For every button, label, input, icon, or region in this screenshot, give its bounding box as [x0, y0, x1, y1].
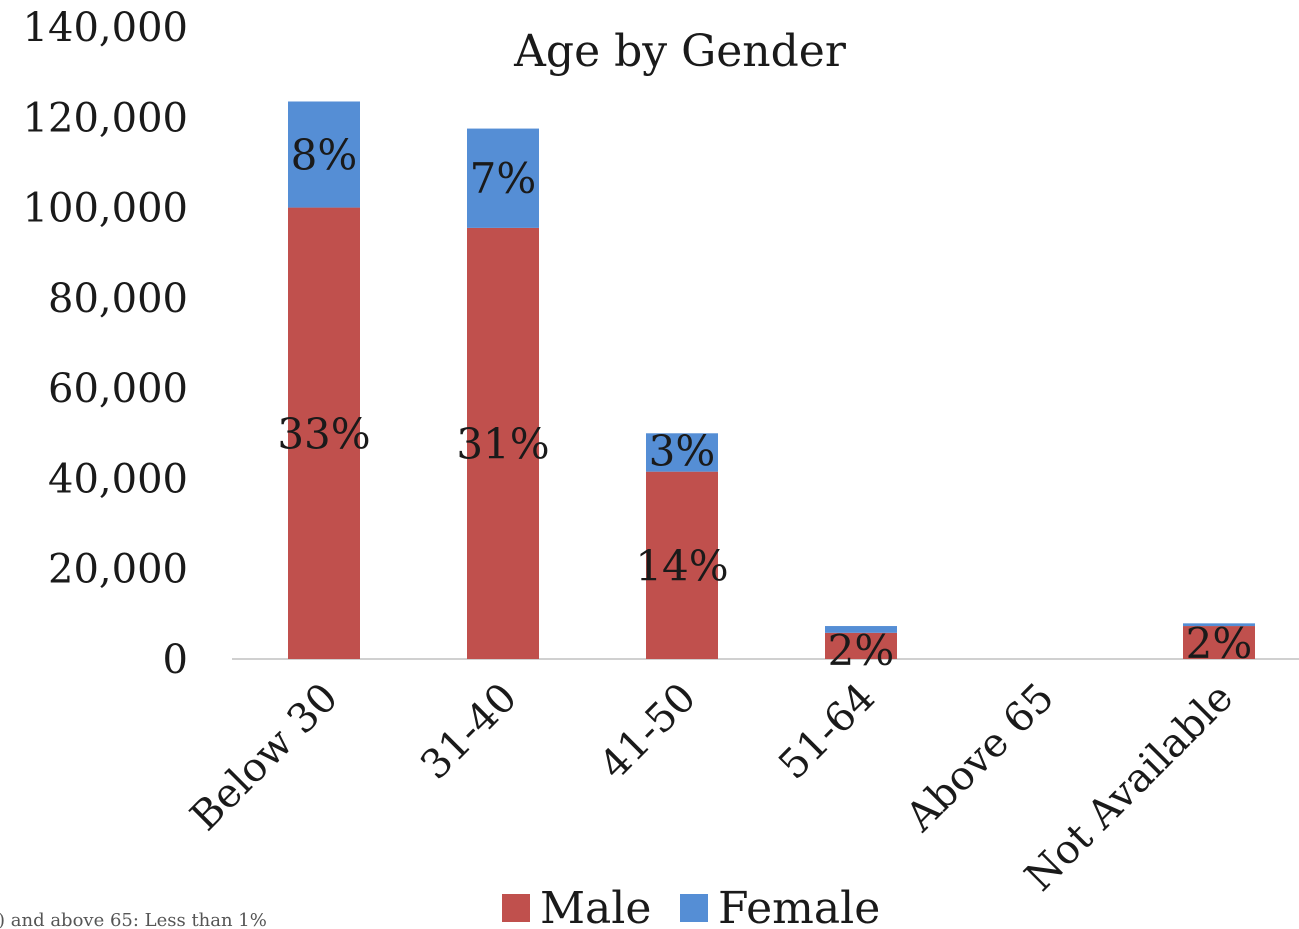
bar-female	[467, 128, 539, 228]
y-tick-label: 40,000	[48, 456, 188, 502]
bar-male	[646, 471, 718, 659]
bar-male	[825, 632, 897, 659]
bar-male	[1183, 626, 1255, 659]
data-labels: 33% 8% 31% 7% 14% 3% 2% 2%	[277, 131, 1252, 675]
bar-female	[825, 626, 897, 633]
data-label-male: 31%	[456, 419, 549, 468]
chart-title: Age by Gender	[513, 26, 847, 77]
bar-male	[467, 227, 539, 659]
data-label-male: 14%	[635, 541, 728, 590]
legend: Male Female	[502, 883, 880, 929]
y-tick-label: 140,000	[23, 5, 188, 51]
y-tick-label: 120,000	[23, 95, 188, 141]
x-tick-label: Above 65	[897, 675, 1064, 842]
legend-swatch-female	[680, 894, 708, 922]
x-tick-label: 31-40	[412, 675, 526, 789]
legend-label-male: Male	[540, 883, 651, 929]
y-axis: 0 20,000 40,000 60,000 80,000 100,000 120,000 1…	[23, 5, 188, 683]
y-tick-label: 60,000	[48, 366, 188, 412]
bars	[288, 101, 1255, 660]
data-label-male: 33%	[277, 409, 370, 458]
data-label-female: 3%	[649, 426, 716, 475]
legend-swatch-male	[502, 894, 530, 922]
data-label-female: 8%	[291, 131, 358, 180]
y-tick-label: 20,000	[48, 547, 188, 593]
x-tick-label: 51-64	[770, 675, 884, 789]
bar-female	[288, 101, 360, 208]
bar-female	[646, 433, 718, 472]
bar-male	[288, 207, 360, 660]
data-label-female: 7%	[470, 154, 537, 203]
y-tick-label: 100,000	[23, 186, 188, 232]
y-tick-label: 80,000	[48, 276, 188, 322]
data-label-male: 2%	[828, 626, 895, 675]
y-tick-label: 0	[163, 637, 188, 683]
x-tick-label: 41-50	[591, 675, 705, 789]
bar-female	[1183, 623, 1255, 627]
data-label-male: 2%	[1186, 619, 1253, 668]
footnote: ) and above 65: Less than 1%	[0, 910, 267, 929]
legend-label-female: Female	[718, 883, 880, 929]
x-tick-label: Below 30	[182, 675, 347, 840]
